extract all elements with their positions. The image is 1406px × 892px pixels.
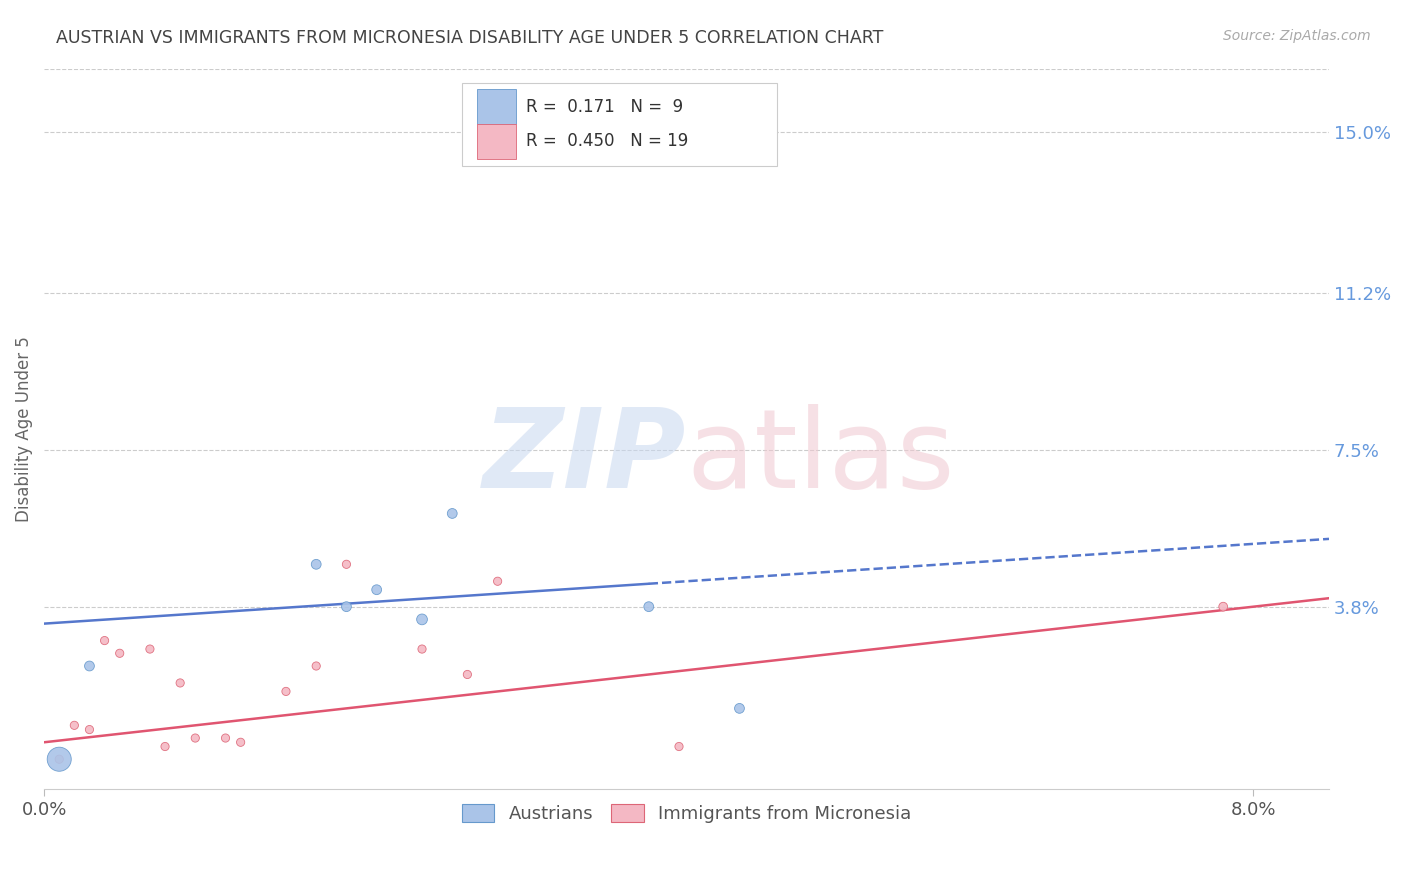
Text: atlas: atlas bbox=[686, 404, 955, 511]
Y-axis label: Disability Age Under 5: Disability Age Under 5 bbox=[15, 335, 32, 522]
Point bbox=[184, 731, 207, 745]
Text: Source: ZipAtlas.com: Source: ZipAtlas.com bbox=[1223, 29, 1371, 43]
Text: AUSTRIAN VS IMMIGRANTS FROM MICRONESIA DISABILITY AGE UNDER 5 CORRELATION CHART: AUSTRIAN VS IMMIGRANTS FROM MICRONESIA D… bbox=[56, 29, 883, 46]
Point bbox=[153, 739, 176, 754]
Point bbox=[335, 558, 357, 572]
Text: R =  0.450   N = 19: R = 0.450 N = 19 bbox=[526, 132, 688, 150]
FancyBboxPatch shape bbox=[477, 89, 516, 124]
Point bbox=[48, 752, 70, 766]
Point bbox=[411, 612, 433, 626]
Point bbox=[139, 642, 162, 657]
Point bbox=[79, 659, 101, 673]
Point bbox=[63, 718, 86, 732]
Point bbox=[456, 667, 478, 681]
FancyBboxPatch shape bbox=[477, 124, 516, 159]
Point bbox=[229, 735, 252, 749]
Point bbox=[274, 684, 297, 698]
Point bbox=[335, 599, 357, 614]
Text: ZIP: ZIP bbox=[484, 404, 686, 511]
Point bbox=[93, 633, 115, 648]
Point bbox=[169, 676, 191, 690]
Point bbox=[214, 731, 236, 745]
Text: R =  0.171   N =  9: R = 0.171 N = 9 bbox=[526, 98, 683, 116]
Point bbox=[305, 558, 328, 572]
Point bbox=[79, 723, 101, 737]
Point bbox=[108, 646, 131, 660]
FancyBboxPatch shape bbox=[461, 83, 776, 166]
Legend: Austrians, Immigrants from Micronesia: Austrians, Immigrants from Micronesia bbox=[454, 797, 918, 830]
Point bbox=[305, 659, 328, 673]
Point bbox=[668, 739, 690, 754]
Point bbox=[486, 574, 509, 589]
Point bbox=[637, 599, 659, 614]
Point bbox=[411, 642, 433, 657]
Point bbox=[1212, 599, 1234, 614]
Point bbox=[441, 507, 464, 521]
Point bbox=[728, 701, 751, 715]
Point bbox=[48, 752, 70, 766]
Point bbox=[366, 582, 388, 597]
